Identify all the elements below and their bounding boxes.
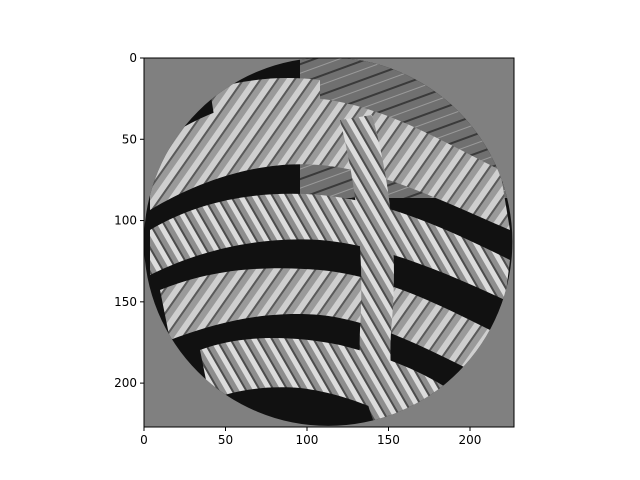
- rope-coils: [150, 78, 510, 425]
- y-axis: 0 50 100 150 200: [114, 51, 144, 390]
- y-tick-label: 100: [114, 214, 137, 228]
- masked-rope-image: [144, 58, 513, 426]
- axes-frame: [143, 57, 515, 428]
- y-tick-label: 200: [114, 376, 137, 390]
- x-tick-label: 150: [377, 433, 400, 447]
- x-tick-label: 100: [296, 433, 319, 447]
- y-tick-label: 0: [129, 51, 137, 65]
- y-tick-label: 150: [114, 295, 137, 309]
- x-tick-label: 50: [218, 433, 233, 447]
- y-tick-label: 50: [122, 132, 137, 146]
- x-tick-label: 0: [140, 433, 148, 447]
- x-axis: 0 50 100 150 200: [140, 427, 481, 447]
- x-tick-label: 200: [459, 433, 482, 447]
